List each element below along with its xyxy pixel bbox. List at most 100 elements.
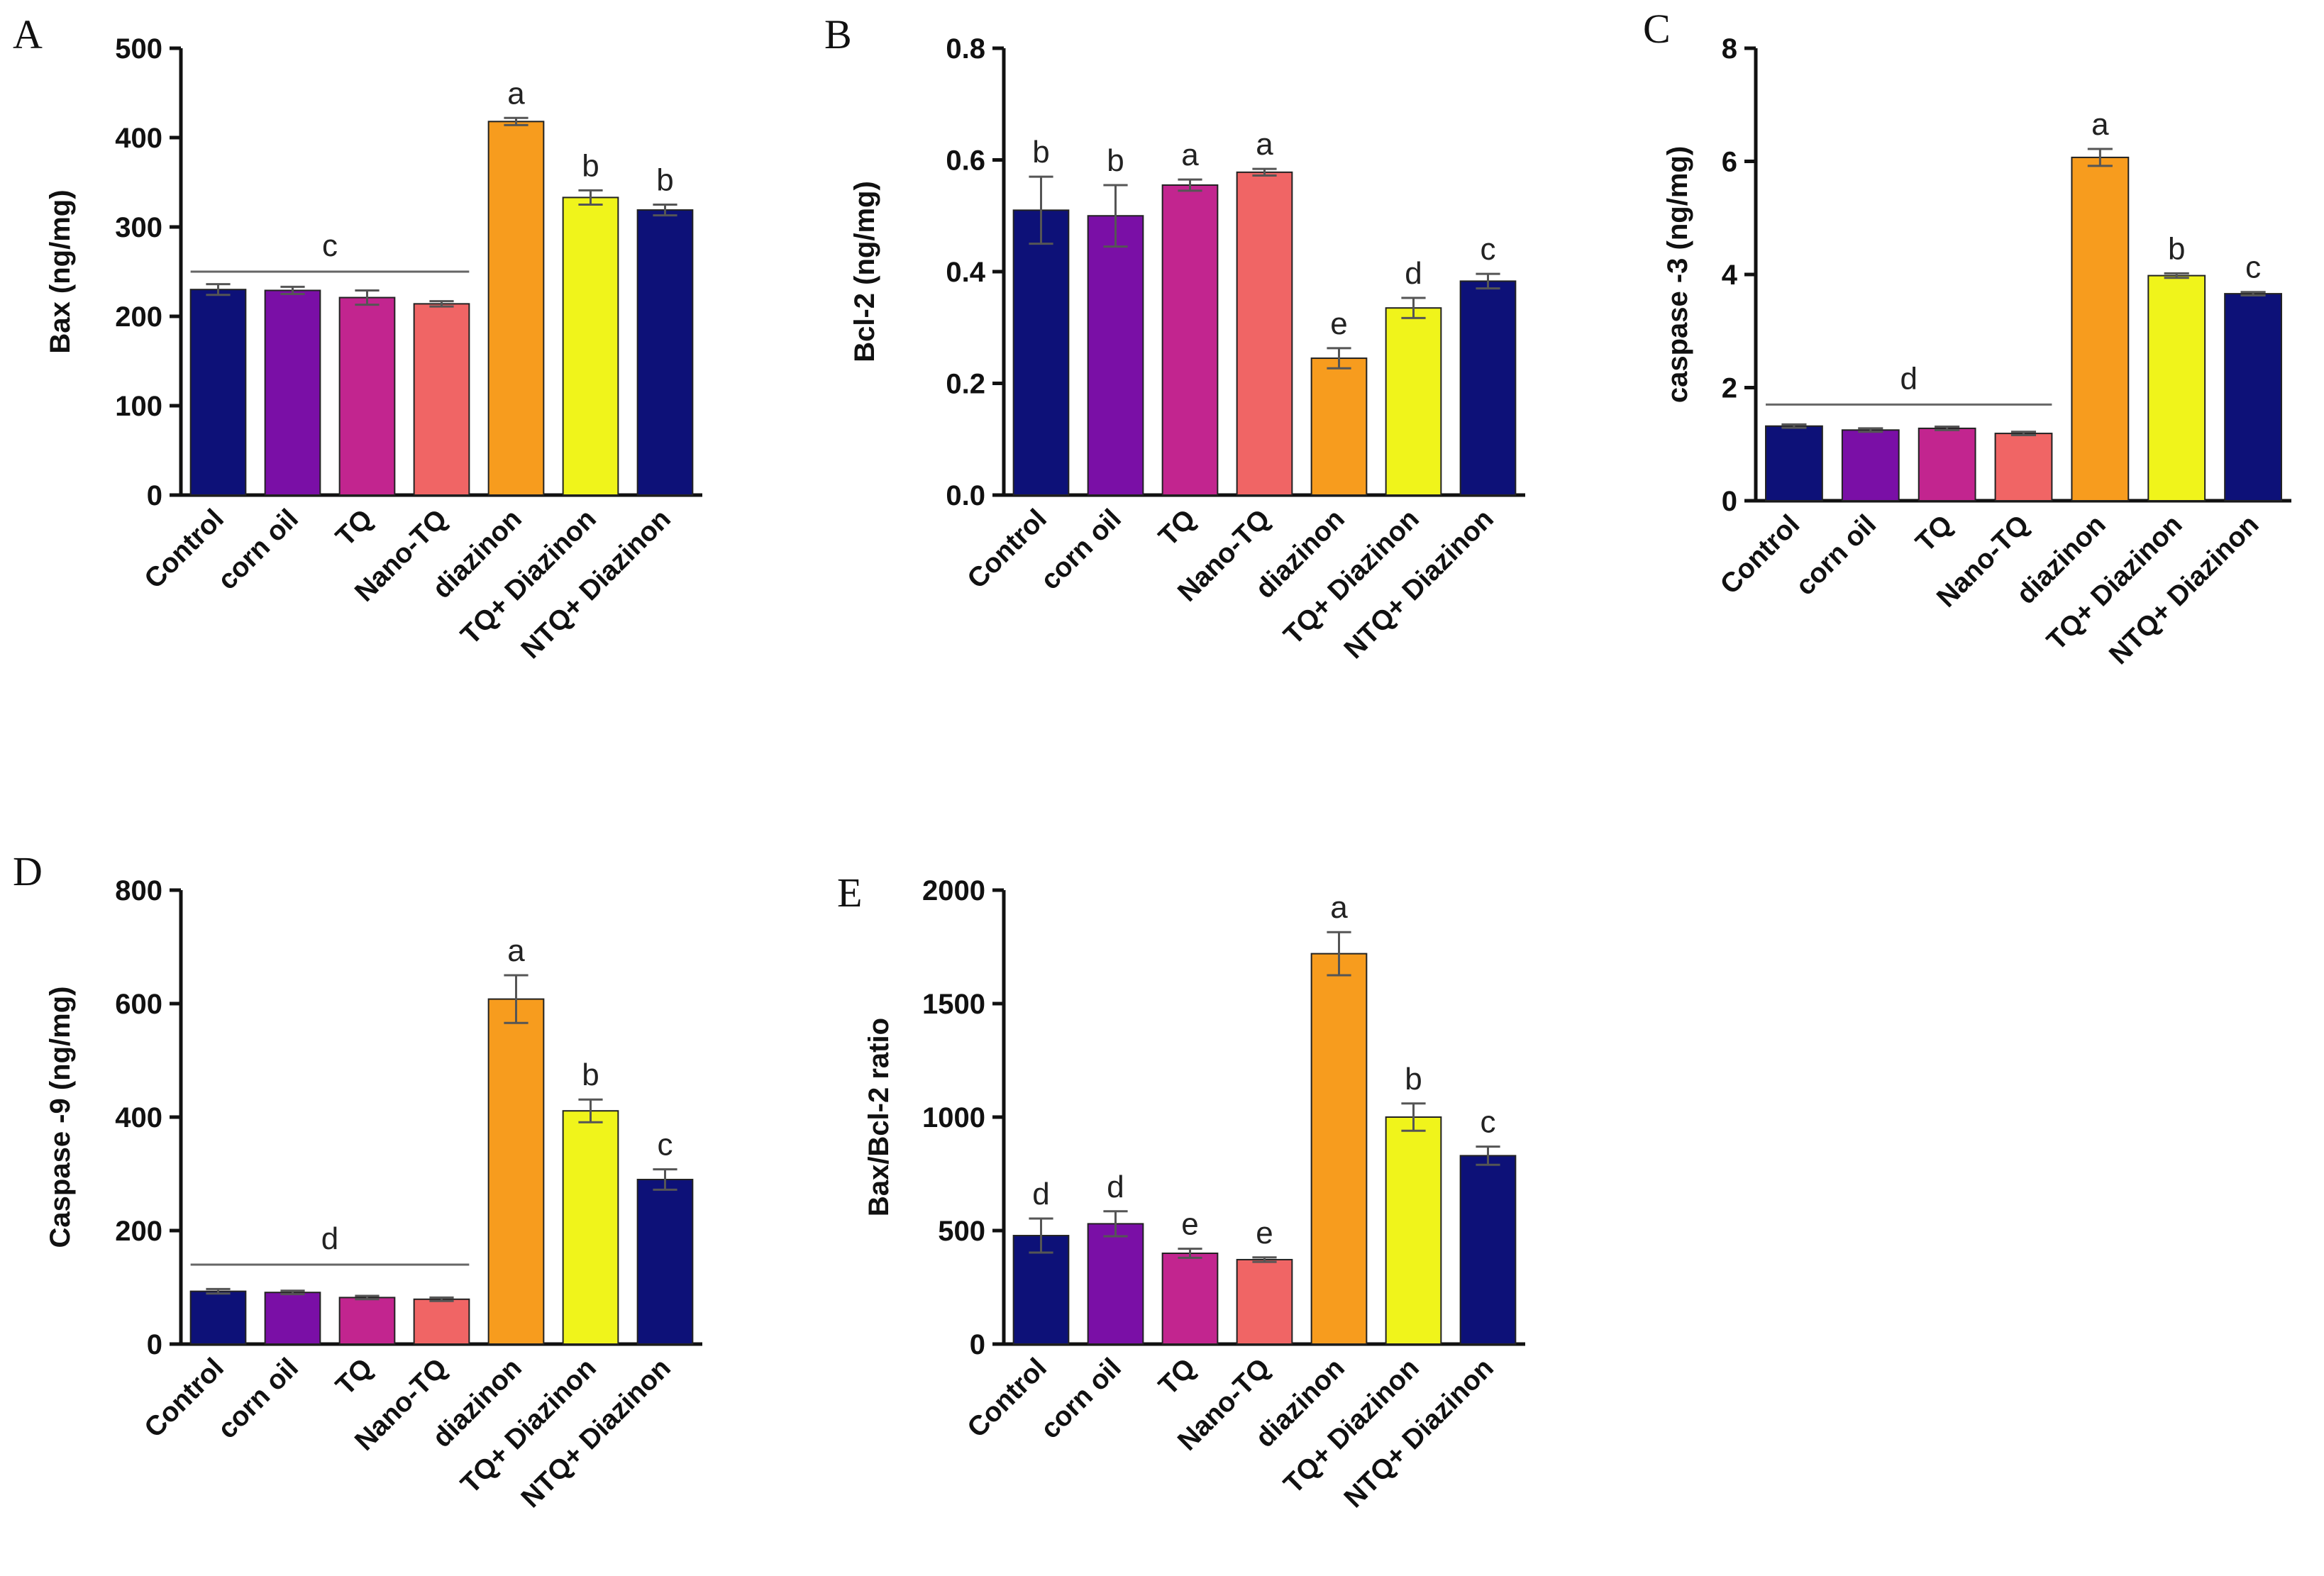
error-bar: [653, 204, 677, 217]
panel-e: E Bax/Bcl-2 ratio 0 500 1000 1500 2000 d Control…: [837, 870, 1525, 1514]
error-bar: [1103, 184, 1128, 248]
x-category-label: TQ: [1153, 1353, 1202, 1402]
error-bar: [1252, 1256, 1277, 1263]
y-tick-label: 400: [115, 1102, 162, 1133]
significance-letter: d: [1032, 1177, 1049, 1211]
group-significance-letter: c: [322, 228, 338, 263]
bar-tq: [338, 1297, 396, 1345]
bar-corn-oil: [1087, 1223, 1144, 1345]
x-category-label: TQ+ Diazinon: [455, 504, 602, 650]
error-bar: [1327, 347, 1351, 370]
group-significance-letter: d: [321, 1221, 338, 1256]
y-tick-label: 200: [115, 1216, 162, 1247]
x-category-label: TQ+ Diazinon: [1278, 504, 1424, 650]
error-bar: [2010, 431, 2037, 436]
bar-corn-oil: [264, 289, 321, 496]
y-tick-label: 8: [1722, 33, 1737, 65]
x-category-label: TQ: [330, 504, 379, 553]
panel-letter: E: [837, 870, 862, 916]
significance-letter: a: [1256, 127, 1273, 162]
y-tick-label: 0: [1722, 486, 1737, 517]
bar-diazinon: [2071, 156, 2130, 501]
error-bar: [1401, 296, 1426, 319]
bar-tq: [338, 296, 396, 496]
bar-tq-diazinon: [562, 1110, 619, 1345]
error-bar: [355, 1294, 380, 1301]
y-tick-label: 6: [1722, 147, 1737, 178]
significance-letter: a: [2091, 107, 2109, 142]
y-tick-label: 0.0: [946, 480, 985, 511]
significance-letter: b: [2168, 231, 2185, 266]
x-category-label: Control: [138, 1353, 229, 1443]
error-bar: [1327, 931, 1351, 977]
y-axis-title: caspase -3 (ng/mg): [1662, 146, 1693, 403]
error-bar: [1178, 1248, 1202, 1259]
error-bar: [429, 1296, 454, 1302]
x-category-label: TQ: [1153, 504, 1202, 553]
bar-control: [189, 289, 247, 496]
y-tick-label: 300: [115, 212, 162, 243]
significance-letter: e: [1256, 1216, 1273, 1250]
error-bar: [2164, 272, 2189, 279]
y-tick-label: 100: [115, 391, 162, 422]
y-tick-label: 2: [1722, 373, 1737, 404]
x-category-label: corn oil: [1035, 504, 1127, 596]
bar-control: [189, 1290, 247, 1345]
x-category-label: TQ: [330, 1353, 379, 1402]
y-tick-label: 400: [115, 123, 162, 154]
bar-ntq-diazinon: [2224, 293, 2282, 501]
error-bar: [280, 285, 305, 295]
bar-ntq-diazinon: [636, 1179, 694, 1345]
y-tick-label: 0: [970, 1329, 985, 1360]
y-tick-label: 0.8: [946, 33, 985, 65]
significance-letter: c: [1481, 232, 1496, 267]
y-tick-label: 0.4: [946, 257, 985, 288]
x-category-label: corn oil: [1035, 1353, 1127, 1445]
significance-letter: b: [1405, 1062, 1422, 1097]
y-tick-label: 0: [147, 1329, 162, 1360]
bar-nano-tq: [1994, 433, 2053, 501]
error-bar: [1178, 178, 1202, 192]
y-tick-label: 200: [115, 301, 162, 333]
significance-letter: b: [582, 1058, 599, 1092]
bar-ntq-diazinon: [636, 209, 694, 496]
bar-tq: [1161, 1253, 1219, 1345]
error-bar: [206, 1287, 231, 1295]
bar-diazinon: [1310, 357, 1368, 496]
bar-diazinon: [1310, 953, 1368, 1345]
x-category-label: Control: [138, 504, 229, 594]
error-bar: [2087, 148, 2113, 167]
bar-tq-diazinon: [2147, 274, 2206, 501]
significance-letter: d: [1107, 1170, 1124, 1204]
y-tick-label: 4: [1722, 260, 1738, 291]
y-tick-label: 500: [938, 1216, 985, 1247]
error-bar: [1476, 1145, 1500, 1166]
error-bar: [206, 283, 231, 296]
significance-letter: a: [1330, 890, 1348, 925]
error-bar: [2240, 291, 2266, 297]
y-axis-title: Bax (ng/mg): [45, 189, 76, 353]
bar-nano-tq: [1236, 1258, 1293, 1345]
panel-letter: D: [13, 848, 43, 894]
significance-letter: c: [658, 1128, 673, 1162]
panel-letter: C: [1643, 6, 1671, 52]
y-axis-title: Caspase -9 (ng/mg): [45, 987, 76, 1248]
error-bar: [504, 974, 529, 1024]
error-bar: [1935, 426, 1960, 431]
x-category-label: TQ+ Diazinon: [2041, 509, 2188, 656]
bar-nano-tq: [413, 1298, 470, 1345]
significance-letter: c: [2245, 250, 2261, 285]
error-bar: [1252, 167, 1277, 177]
significance-letter: b: [1032, 135, 1049, 170]
error-bar: [653, 1168, 677, 1191]
x-category-label: TQ+ Diazinon: [1278, 1353, 1424, 1499]
y-tick-label: 2000: [922, 875, 985, 906]
significance-letter: e: [1181, 1207, 1198, 1242]
significance-letter: b: [656, 163, 673, 198]
bar-corn-oil: [1087, 215, 1144, 496]
bar-diazinon: [487, 998, 545, 1345]
significance-letter: b: [582, 148, 599, 183]
error-bar: [1103, 1210, 1128, 1238]
significance-letter: a: [1181, 138, 1199, 172]
y-tick-label: 0.6: [946, 145, 985, 177]
